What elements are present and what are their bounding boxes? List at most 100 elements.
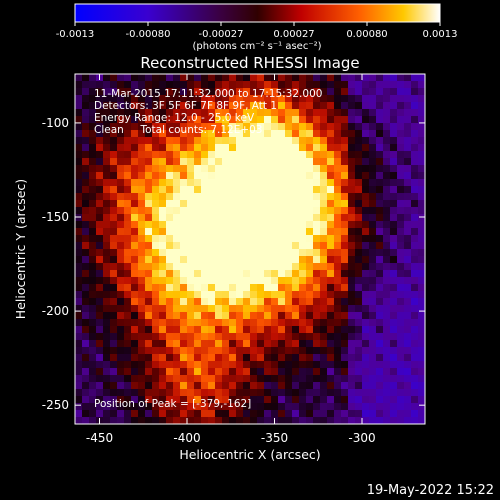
heatmap-cell <box>89 172 97 180</box>
heatmap-cell <box>271 284 279 292</box>
heatmap-cell <box>292 109 300 117</box>
heatmap-cell <box>166 165 174 173</box>
heatmap-cell <box>334 354 342 362</box>
heatmap-cell <box>285 214 293 222</box>
heatmap-cell <box>418 235 425 243</box>
heatmap-cell <box>103 221 111 229</box>
heatmap-cell <box>180 102 188 110</box>
heatmap-cell <box>341 333 349 341</box>
heatmap-cell <box>236 291 244 299</box>
heatmap-cell <box>411 403 419 411</box>
heatmap-cell <box>82 123 90 131</box>
heatmap-cell <box>145 179 153 187</box>
heatmap-cell <box>320 228 328 236</box>
heatmap-cell <box>173 319 181 327</box>
heatmap-cell <box>355 270 363 278</box>
heatmap-cell <box>75 130 83 138</box>
heatmap-cell <box>187 144 195 152</box>
heatmap-cell <box>222 368 230 376</box>
heatmap-cell <box>89 228 97 236</box>
heatmap-cell <box>369 81 377 89</box>
heatmap-cell <box>362 242 370 250</box>
y-axis-ticks: -100-150-200-250 <box>42 116 425 412</box>
heatmap-cell <box>250 389 258 397</box>
heatmap-cell <box>201 102 209 110</box>
heatmap-cell <box>355 319 363 327</box>
heatmap-cell <box>362 221 370 229</box>
heatmap-cell <box>103 319 111 327</box>
heatmap-cell <box>257 284 265 292</box>
heatmap-cell <box>103 410 111 418</box>
heatmap-cell <box>173 102 181 110</box>
heatmap-cell <box>257 109 265 117</box>
heatmap-cell <box>348 319 356 327</box>
heatmap-cell <box>82 151 90 159</box>
heatmap-cell <box>292 95 300 103</box>
heatmap-cell <box>278 242 286 250</box>
heatmap-cell <box>355 116 363 124</box>
heatmap-cell <box>215 375 223 383</box>
heatmap-cell <box>362 151 370 159</box>
heatmap-cell <box>292 130 300 138</box>
heatmap-cell <box>383 95 391 103</box>
heatmap-cell <box>355 109 363 117</box>
heatmap-cell <box>145 235 153 243</box>
heatmap-cell <box>306 235 314 243</box>
heatmap-cell <box>404 179 412 187</box>
heatmap-cell <box>187 172 195 180</box>
heatmap-cell <box>124 361 132 369</box>
heatmap-cell <box>299 186 307 194</box>
heatmap-cell <box>362 179 370 187</box>
heatmap-cell <box>131 284 139 292</box>
heatmap-cell <box>376 263 384 271</box>
heatmap-cell <box>292 284 300 292</box>
heatmap-cell <box>215 291 223 299</box>
heatmap-cell <box>292 88 300 96</box>
heatmap-cell <box>397 277 405 285</box>
heatmap-cell <box>418 319 425 327</box>
heatmap-cell <box>208 298 216 306</box>
heatmap-cell <box>411 298 419 306</box>
heatmap-cell <box>187 158 195 166</box>
heatmap-cell <box>82 396 90 404</box>
heatmap-cell <box>75 340 83 348</box>
heatmap-cell <box>110 403 118 411</box>
heatmap-cell <box>369 333 377 341</box>
heatmap-cell <box>411 151 419 159</box>
heatmap-cell <box>236 368 244 376</box>
heatmap-cell <box>264 319 272 327</box>
heatmap-cell <box>257 144 265 152</box>
heatmap-cell <box>355 221 363 229</box>
heatmap-cell <box>257 249 265 257</box>
heatmap-cell <box>341 312 349 320</box>
heatmap-cell <box>250 88 258 96</box>
heatmap-cell <box>131 200 139 208</box>
heatmap-cell <box>145 277 153 285</box>
peak-position-label: Position of Peak = [-379,-162] <box>94 398 251 410</box>
heatmap-cell <box>194 291 202 299</box>
heatmap-cell <box>117 130 125 138</box>
heatmap-cell <box>418 326 425 334</box>
heatmap-cell <box>264 256 272 264</box>
heatmap-cell <box>327 382 335 390</box>
heatmap-cell <box>103 207 111 215</box>
heatmap-cell <box>341 403 349 411</box>
heatmap-cell <box>166 284 174 292</box>
heatmap-cell <box>75 102 83 110</box>
heatmap-cell <box>75 242 83 250</box>
heatmap-cell <box>320 368 328 376</box>
heatmap-cell <box>236 305 244 313</box>
heatmap-cell <box>82 102 90 110</box>
heatmap-cell <box>397 389 405 397</box>
heatmap-cell <box>152 109 160 117</box>
heatmap-cell <box>131 95 139 103</box>
heatmap-cell <box>82 291 90 299</box>
heatmap-cell <box>348 221 356 229</box>
heatmap-cell <box>411 347 419 355</box>
heatmap-cell <box>187 354 195 362</box>
heatmap-cell <box>418 242 425 250</box>
heatmap-cell <box>397 130 405 138</box>
heatmap-cell <box>110 361 118 369</box>
heatmap-cell <box>362 214 370 222</box>
heatmap-cell <box>166 207 174 215</box>
